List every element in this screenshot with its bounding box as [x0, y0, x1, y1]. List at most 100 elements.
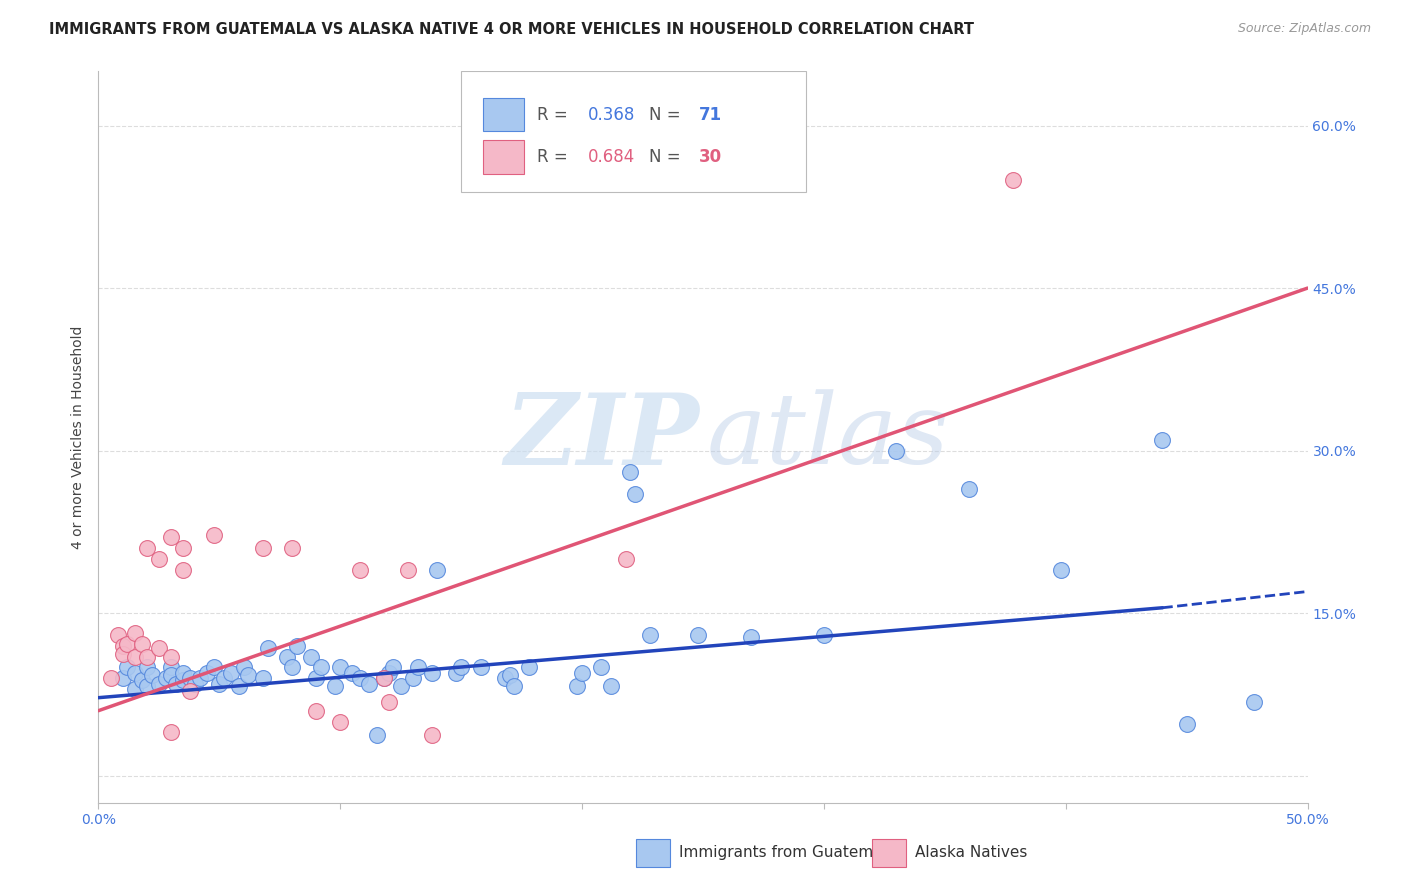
Point: [160, 660, 183, 674]
Point: [957, 482, 980, 496]
Point: [107, 628, 129, 642]
Point: [165, 676, 187, 690]
Text: Alaska Natives: Alaska Natives: [915, 845, 1026, 860]
Text: atlas: atlas: [707, 390, 949, 484]
Text: R =: R =: [537, 148, 574, 166]
Text: N =: N =: [648, 105, 686, 123]
Point: [305, 704, 328, 718]
Text: 0.368: 0.368: [588, 105, 636, 123]
Point: [111, 648, 134, 662]
Text: IMMIGRANTS FROM GUATEMALA VS ALASKA NATIVE 4 OR MORE VEHICLES IN HOUSEHOLD CORRE: IMMIGRANTS FROM GUATEMALA VS ALASKA NATI…: [49, 22, 974, 37]
Point: [329, 660, 352, 674]
Point: [517, 660, 540, 674]
Point: [1243, 695, 1265, 709]
Point: [600, 679, 623, 693]
Point: [624, 487, 647, 501]
Point: [172, 541, 194, 556]
Point: [281, 541, 304, 556]
Point: [420, 665, 443, 680]
Point: [382, 660, 405, 674]
Point: [135, 660, 157, 674]
Text: R =: R =: [537, 105, 574, 123]
Point: [567, 679, 589, 693]
Text: 0.684: 0.684: [588, 148, 636, 166]
Point: [148, 676, 170, 690]
Point: [494, 671, 516, 685]
Point: [204, 660, 226, 674]
Point: [124, 649, 146, 664]
Point: [141, 668, 163, 682]
Point: [503, 679, 526, 693]
Point: [117, 660, 139, 674]
Point: [498, 668, 520, 682]
Point: [1001, 172, 1024, 186]
Point: [446, 665, 468, 680]
Point: [228, 679, 250, 693]
Point: [299, 649, 322, 664]
Point: [124, 625, 146, 640]
FancyBboxPatch shape: [482, 98, 524, 131]
Text: N =: N =: [648, 148, 686, 166]
Point: [252, 671, 274, 685]
Point: [256, 640, 278, 655]
Point: [252, 541, 274, 556]
Point: [614, 552, 637, 566]
Point: [195, 665, 218, 680]
Point: [1050, 563, 1073, 577]
Point: [179, 671, 201, 685]
Y-axis label: 4 or more Vehicles in Household: 4 or more Vehicles in Household: [70, 326, 84, 549]
Point: [281, 660, 304, 674]
Point: [359, 676, 381, 690]
Point: [349, 563, 371, 577]
Point: [232, 660, 254, 674]
Point: [305, 671, 328, 685]
Point: [389, 679, 412, 693]
Point: [204, 528, 226, 542]
Point: [148, 640, 170, 655]
Point: [619, 465, 641, 479]
Point: [402, 671, 425, 685]
Point: [377, 665, 399, 680]
Point: [571, 665, 593, 680]
Point: [135, 679, 157, 693]
Point: [349, 671, 371, 685]
Point: [591, 660, 613, 674]
FancyBboxPatch shape: [637, 839, 671, 867]
Point: [172, 673, 194, 688]
Point: [309, 660, 332, 674]
Point: [160, 668, 183, 682]
Point: [420, 727, 443, 741]
Point: [688, 628, 710, 642]
FancyBboxPatch shape: [461, 71, 806, 192]
Point: [1152, 433, 1174, 447]
Point: [373, 671, 395, 685]
Point: [638, 628, 661, 642]
Point: [160, 530, 183, 544]
Point: [208, 676, 231, 690]
Point: [1175, 716, 1198, 731]
Point: [285, 639, 308, 653]
Point: [148, 552, 170, 566]
FancyBboxPatch shape: [482, 140, 524, 174]
Text: Source: ZipAtlas.com: Source: ZipAtlas.com: [1237, 22, 1371, 36]
Point: [276, 649, 298, 664]
Point: [111, 639, 134, 653]
Point: [124, 681, 146, 696]
Point: [172, 563, 194, 577]
Point: [450, 660, 472, 674]
Point: [184, 676, 207, 690]
Point: [813, 628, 835, 642]
Point: [188, 671, 211, 685]
Point: [396, 563, 419, 577]
Point: [131, 673, 153, 688]
Point: [111, 671, 134, 685]
Point: [740, 630, 762, 644]
Point: [238, 668, 260, 682]
Text: 30: 30: [699, 148, 723, 166]
Point: [135, 649, 157, 664]
Point: [221, 665, 243, 680]
Point: [373, 671, 395, 685]
Point: [100, 671, 122, 685]
Point: [172, 665, 194, 680]
Text: 71: 71: [699, 105, 723, 123]
